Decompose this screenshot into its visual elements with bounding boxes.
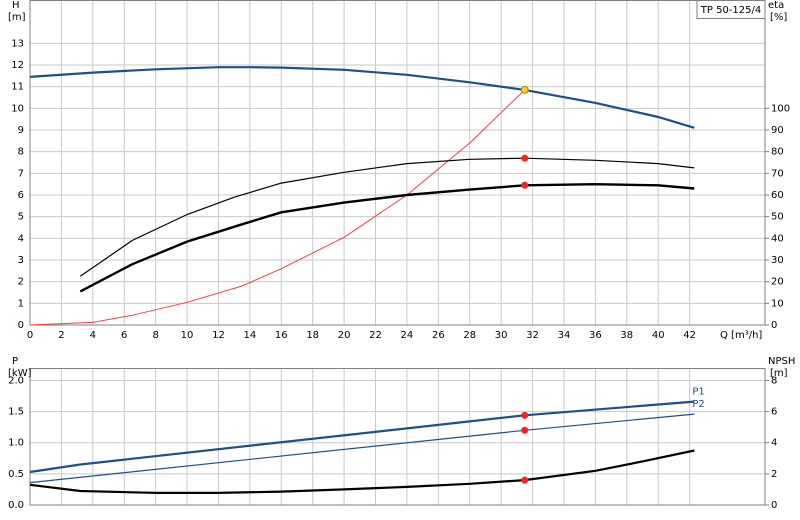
y2-axis-label: eta [768, 0, 784, 11]
operating-point [521, 426, 529, 434]
x-tick-label: 32 [526, 330, 539, 341]
y2-tick-label: 60 [771, 190, 784, 201]
x-tick-label: 18 [306, 330, 319, 341]
y2-tick-label: 30 [771, 255, 784, 266]
curve [79, 157, 695, 277]
x-tick-label: 4 [90, 330, 96, 341]
x-tick-label: 22 [369, 330, 382, 341]
y2-axis-unit: [m] [770, 368, 788, 379]
operating-point [521, 476, 529, 484]
x-tick-label: 36 [589, 330, 602, 341]
x-label-bg [716, 328, 764, 342]
operating-point [521, 411, 529, 419]
y-tick-label: 2 [18, 277, 24, 288]
x-tick-label: 14 [244, 330, 257, 341]
y-tick-label: 11 [11, 82, 24, 93]
y2-tick-label: 8 [771, 375, 777, 386]
y-tick-label: 12 [11, 60, 24, 71]
y2-tick-label: 40 [771, 233, 784, 244]
plot-frame [29, 0, 766, 326]
y2-tick-label: 0 [771, 500, 777, 511]
curve [29, 400, 695, 474]
y-axis-unit: [kW] [8, 368, 32, 379]
y-tick-label: 6 [18, 190, 24, 201]
x-tick-label: 30 [495, 330, 508, 341]
x-tick-label: 6 [121, 330, 127, 341]
x-tick-label: 0 [27, 330, 33, 341]
y-tick-label: 5 [18, 212, 24, 223]
x-tick-label: 24 [401, 330, 414, 341]
y-tick-label: 1.5 [8, 407, 24, 418]
y2-tick-label: 2 [771, 469, 777, 480]
x-tick-label: 20 [338, 330, 351, 341]
y2-tick-label: 10 [771, 298, 784, 309]
y-tick-label: 8 [18, 147, 24, 158]
curve [29, 66, 695, 129]
y2-axis-label: NPSH [768, 356, 795, 367]
pump-label: TP 50-125/4 [700, 5, 761, 16]
y-tick-label: 3 [18, 255, 24, 266]
y-tick-label: 0.5 [8, 469, 24, 480]
x-tick-label: 26 [432, 330, 445, 341]
y2-tick-label: 70 [771, 168, 784, 179]
y-tick-label: 4 [18, 233, 24, 244]
y2-tick-label: 0 [771, 320, 777, 331]
operating-point [520, 85, 529, 94]
operating-point [521, 181, 529, 189]
series-label: P1 [692, 387, 704, 398]
y2-tick-label: 6 [771, 407, 777, 418]
y-tick-label: 9 [18, 125, 24, 136]
y-axis-label: P [12, 356, 18, 367]
curve [29, 449, 695, 494]
x-tick-label: 40 [652, 330, 665, 341]
x-tick-label: 8 [152, 330, 158, 341]
y-tick-label: 7 [18, 168, 24, 179]
y-axis-label: H [12, 0, 20, 11]
x-tick-label: 38 [620, 330, 633, 341]
curve [29, 89, 526, 326]
curve [79, 182, 695, 293]
x-axis-label: Q [m³/h] [720, 330, 762, 341]
y2-tick-label: 50 [771, 212, 784, 223]
y2-tick-label: 20 [771, 277, 784, 288]
y-tick-label: 2.0 [8, 375, 24, 386]
y-axis-unit: [m] [8, 12, 26, 23]
x-tick-label: 10 [181, 330, 194, 341]
y-tick-label: 10 [11, 103, 24, 114]
x-tick-label: 34 [558, 330, 571, 341]
x-tick-label: 12 [212, 330, 225, 341]
y2-tick-label: 90 [771, 125, 784, 136]
x-tick-label: 16 [275, 330, 288, 341]
x-tick-label: 42 [683, 330, 696, 341]
curve [29, 413, 695, 484]
y-tick-label: 13 [11, 38, 24, 49]
plot-frame [29, 368, 766, 506]
y-tick-label: 1.0 [8, 438, 24, 449]
y-tick-label: 1 [18, 298, 24, 309]
y2-axis-unit: [%] [770, 12, 787, 23]
y2-tick-label: 4 [771, 438, 777, 449]
operating-point [521, 154, 529, 162]
x-tick-label: 2 [58, 330, 64, 341]
pump-label-box [696, 0, 766, 19]
y2-tick-label: 80 [771, 147, 784, 158]
y-tick-label: 0 [18, 320, 24, 331]
y2-tick-label: 100 [771, 103, 790, 114]
y-tick-label: 0.0 [8, 500, 24, 511]
series-label: P2 [692, 399, 704, 410]
x-tick-label: 28 [463, 330, 476, 341]
